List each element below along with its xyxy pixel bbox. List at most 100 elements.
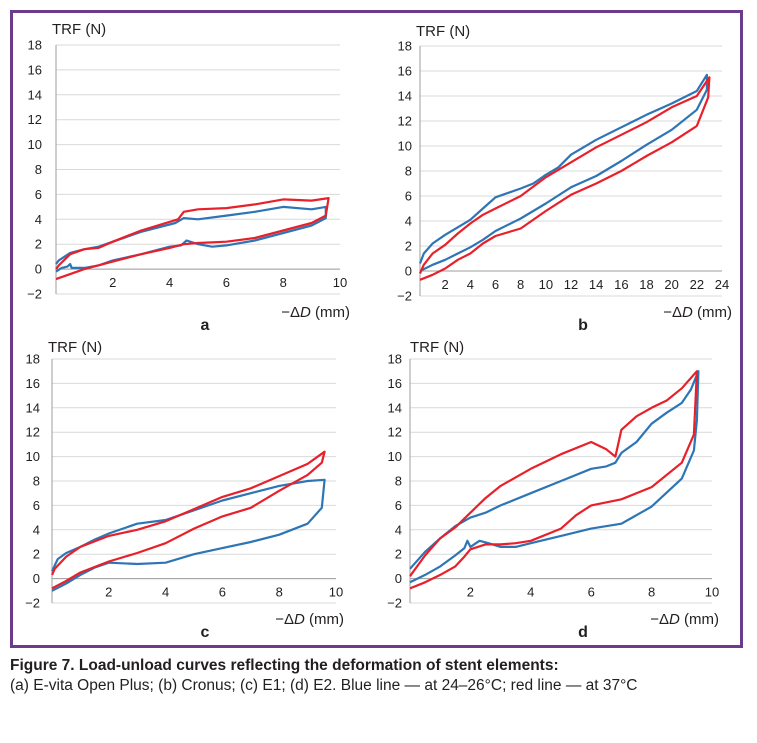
x-tick-label: 10 — [329, 585, 343, 600]
x-tick-label: 2 — [442, 277, 449, 292]
series-line-red — [409, 370, 698, 590]
y-tick-label: 16 — [398, 64, 412, 79]
y-tick-label: 12 — [398, 114, 412, 129]
y-tick-label: 16 — [26, 376, 40, 391]
series-line-red — [418, 76, 711, 281]
y-tick-label: 10 — [26, 449, 40, 464]
panel-label: a — [201, 317, 210, 334]
x-tick-label: 14 — [589, 277, 603, 292]
y-tick-label: 12 — [26, 425, 40, 440]
y-tick-label: 8 — [33, 474, 40, 489]
x-axis-label: −ΔD (mm) — [650, 611, 719, 628]
x-tick-label: 10 — [705, 585, 719, 600]
x-tick-label: 16 — [614, 277, 628, 292]
y-tick-label: 14 — [388, 400, 402, 415]
x-tick-label: 2 — [467, 585, 474, 600]
x-tick-label: 8 — [276, 585, 283, 600]
y-tick-label: 18 — [28, 38, 42, 53]
x-tick-label: 4 — [467, 277, 474, 292]
panel-label: d — [578, 624, 588, 641]
series-line-blue — [51, 478, 326, 592]
x-tick-label: 18 — [639, 277, 653, 292]
caption-title: Figure 7. Load-unload curves reflecting … — [10, 657, 559, 674]
y-tick-label: 6 — [35, 187, 42, 202]
x-tick-label: 8 — [280, 275, 287, 290]
x-axis-label: −ΔD (mm) — [275, 611, 344, 628]
y-tick-label: 18 — [388, 352, 402, 367]
y-tick-label: 14 — [28, 87, 42, 102]
y-tick-label: 10 — [28, 137, 42, 152]
x-tick-label: 12 — [564, 277, 578, 292]
x-tick-label: 4 — [527, 585, 534, 600]
y-tick-label: 0 — [395, 571, 402, 586]
y-tick-label: 2 — [405, 239, 412, 254]
x-tick-label: 4 — [166, 275, 173, 290]
x-axis-label: −ΔD (mm) — [281, 304, 350, 321]
x-tick-label: 6 — [223, 275, 230, 290]
y-axis-label: TRF (N) — [416, 23, 470, 40]
x-tick-label: 8 — [648, 585, 655, 600]
series-line-blue — [55, 205, 327, 273]
y-axis-label: TRF (N) — [48, 339, 102, 356]
panel-label: b — [578, 317, 588, 334]
x-tick-label: 22 — [690, 277, 704, 292]
y-tick-label: 18 — [398, 39, 412, 54]
y-tick-label: 6 — [33, 498, 40, 513]
x-tick-label: 24 — [715, 277, 729, 292]
figure-caption: Figure 7. Load-unload curves reflecting … — [10, 656, 750, 696]
y-tick-label: 6 — [405, 189, 412, 204]
y-tick-label: 14 — [26, 400, 40, 415]
y-tick-label: 12 — [388, 425, 402, 440]
y-axis-label: TRF (N) — [52, 21, 106, 38]
y-tick-label: 2 — [33, 547, 40, 562]
y-tick-label: 4 — [405, 214, 412, 229]
y-tick-label: −2 — [387, 596, 402, 611]
x-tick-label: 8 — [517, 277, 524, 292]
x-tick-label: 2 — [105, 585, 112, 600]
y-tick-label: 4 — [33, 522, 40, 537]
y-tick-label: 8 — [395, 474, 402, 489]
y-tick-label: 10 — [398, 139, 412, 154]
y-tick-label: −2 — [25, 596, 40, 611]
y-axis-label: TRF (N) — [410, 339, 464, 356]
y-tick-label: 0 — [405, 264, 412, 279]
y-tick-label: 16 — [28, 62, 42, 77]
x-tick-label: 6 — [492, 277, 499, 292]
x-tick-label: 2 — [109, 275, 116, 290]
y-tick-label: 16 — [388, 376, 402, 391]
x-tick-label: 6 — [588, 585, 595, 600]
y-tick-label: 8 — [405, 164, 412, 179]
panel-label: c — [201, 624, 210, 641]
figure-frame — [10, 10, 743, 648]
x-tick-label: 20 — [664, 277, 678, 292]
y-tick-label: 8 — [35, 162, 42, 177]
y-tick-label: 2 — [395, 547, 402, 562]
y-tick-label: −2 — [27, 287, 42, 302]
x-tick-label: 10 — [539, 277, 553, 292]
x-tick-label: 10 — [333, 275, 347, 290]
x-tick-label: 4 — [162, 585, 169, 600]
caption-body: (a) E-vita Open Plus; (b) Cronus; (c) E1… — [10, 677, 638, 694]
chart-panel-d: −2 0 2 4 6 8 10 12 14 16 18 2 4 6 8 10 TRF (N) −ΔD (mm) d — [387, 339, 719, 641]
series-line-blue — [418, 73, 708, 272]
chart-panel-a: −2 0 2 4 6 8 10 12 14 16 18 2 4 6 8 10 TRF (N) −ΔD (mm) a — [27, 21, 350, 334]
y-tick-label: 0 — [35, 262, 42, 277]
series-line-red — [55, 197, 330, 281]
y-tick-label: 4 — [35, 212, 42, 227]
y-tick-label: 6 — [395, 498, 402, 513]
x-axis-label: −ΔD (mm) — [663, 304, 732, 321]
x-tick-label: 6 — [219, 585, 226, 600]
y-tick-label: 10 — [388, 449, 402, 464]
chart-panel-c: −2 0 2 4 6 8 10 12 14 16 18 2 4 6 8 10 TRF (N) −ΔD (mm) c — [25, 339, 344, 641]
y-tick-label: −2 — [397, 289, 412, 304]
y-tick-label: 18 — [26, 352, 40, 367]
series-line-blue — [409, 370, 700, 584]
y-tick-label: 2 — [35, 237, 42, 252]
series-line-red — [51, 450, 326, 590]
y-tick-label: 0 — [33, 571, 40, 586]
y-tick-label: 4 — [395, 522, 402, 537]
y-tick-label: 14 — [398, 89, 412, 104]
y-tick-label: 12 — [28, 112, 42, 127]
